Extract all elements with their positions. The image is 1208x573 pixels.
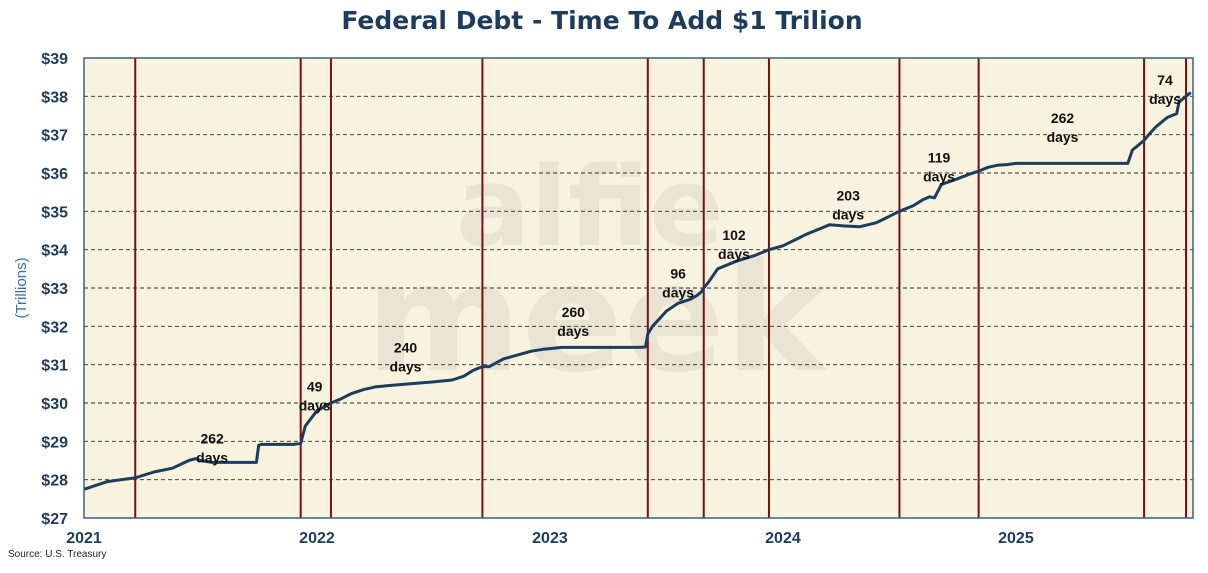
y-tick-label: $38 (41, 89, 68, 106)
annotation-label: 96 days (662, 265, 694, 300)
y-tick-label: $39 (41, 51, 68, 68)
y-tick-label: $29 (41, 434, 68, 451)
x-axis-ticks: 2021 2022 2023 2024 2025 (66, 530, 1034, 547)
y-tick-label: $31 (41, 358, 68, 375)
annotation-label: 74 days (1149, 72, 1181, 107)
chart-title: Federal Debt - Time To Add $1 Trilion (341, 6, 862, 35)
y-tick-label: $32 (41, 319, 68, 336)
annotation-label: 262 days (196, 430, 228, 465)
y-tick-label: $30 (41, 396, 68, 413)
x-tick-label: 2023 (532, 530, 568, 547)
series-line-federal-debt (83, 91, 1192, 491)
x-tick-label: 2021 (66, 530, 102, 547)
annotation-label: 240 days (390, 339, 422, 374)
annotation-label: 102 days (718, 227, 750, 262)
y-tick-label: $27 (41, 511, 68, 528)
annotation-label: 262 days (1047, 110, 1079, 145)
y-tick-label: $33 (41, 281, 68, 298)
y-tick-label: $28 (41, 473, 68, 490)
y-axis-label: (Trillions) (13, 257, 30, 318)
annotation-label: 203 days (832, 188, 864, 223)
x-tick-label: 2022 (299, 530, 335, 547)
x-tick-label: 2024 (765, 530, 801, 547)
watermark-text: meek (365, 232, 828, 406)
annotation-label: 49 days (299, 379, 331, 414)
annotation-label: 260 days (557, 304, 589, 339)
y-tick-label: $35 (41, 204, 68, 221)
y-tick-label: $37 (41, 128, 68, 145)
gridlines (84, 95, 1193, 481)
y-tick-label: $34 (41, 243, 68, 260)
annotations: 262 days 49 days 240 days 260 days 96 days 102 days… (196, 72, 1181, 465)
x-tick-label: 2025 (998, 530, 1034, 547)
source-note: Source: U.S. Treasury (8, 549, 106, 560)
plot-frame (83, 57, 1194, 519)
annotation-label: 119 days (923, 149, 955, 184)
y-axis-ticks: $27 $28 $29 $30 $31 $32 $33 $34 $35 $36 $37 $38 $39 (41, 51, 68, 528)
y-tick-label: $36 (41, 166, 68, 183)
